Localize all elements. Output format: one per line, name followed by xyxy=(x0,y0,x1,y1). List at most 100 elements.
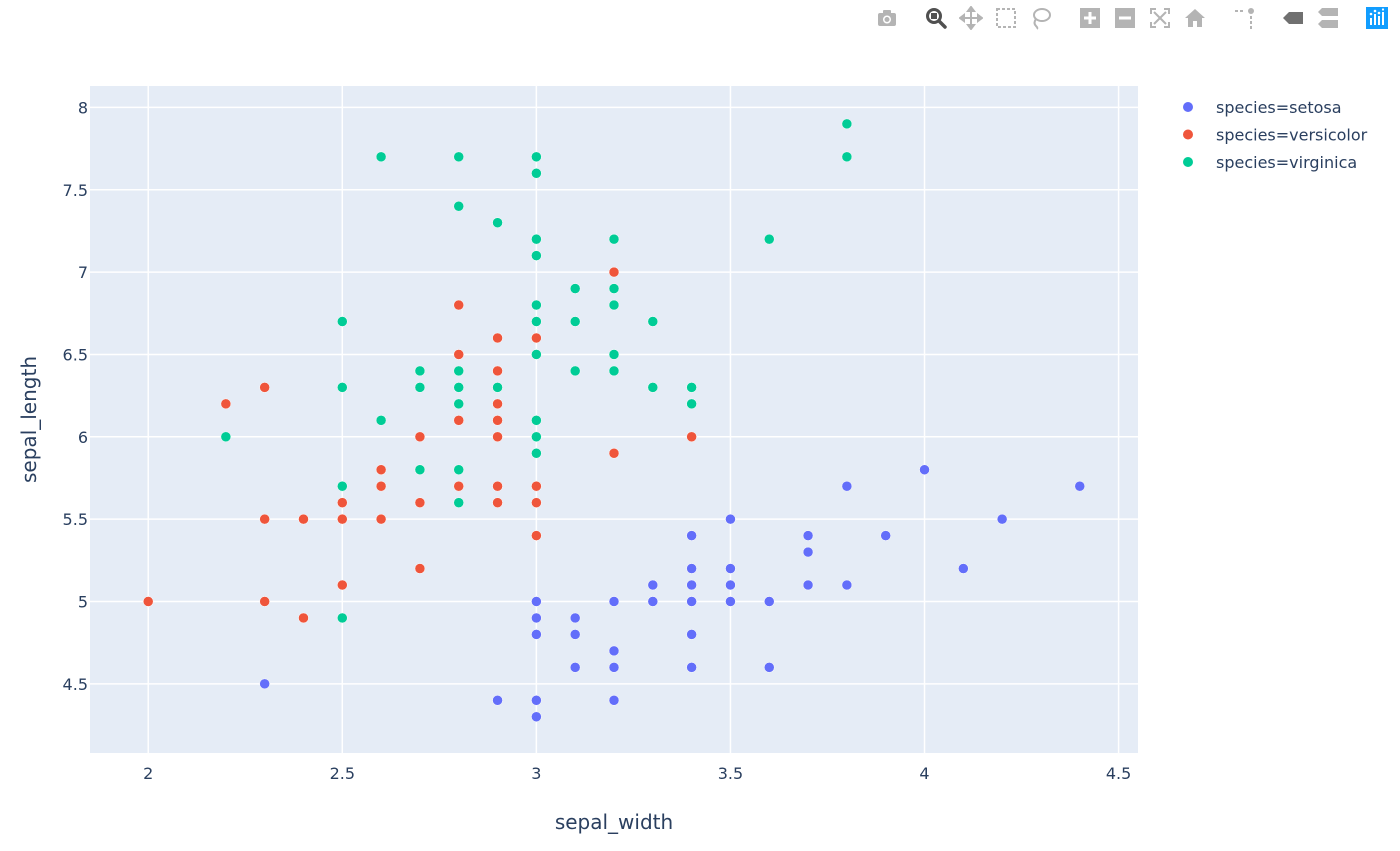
point-virginica[interactable] xyxy=(608,283,620,294)
point-setosa[interactable] xyxy=(531,711,542,723)
point-versicolor[interactable] xyxy=(414,497,426,508)
point-virginica[interactable] xyxy=(414,382,426,393)
legend-item-versicolor[interactable]: species=versicolor xyxy=(1183,126,1368,145)
point-versicolor[interactable] xyxy=(375,464,387,475)
point-setosa[interactable] xyxy=(608,695,620,706)
point-virginica[interactable] xyxy=(531,448,542,459)
point-virginica[interactable] xyxy=(453,382,464,393)
point-setosa[interactable] xyxy=(686,662,697,673)
point-setosa[interactable] xyxy=(531,629,542,640)
point-virginica[interactable] xyxy=(686,398,697,410)
point-virginica[interactable] xyxy=(492,382,503,393)
point-versicolor[interactable] xyxy=(453,349,464,360)
point-setosa[interactable] xyxy=(531,596,542,607)
point-versicolor[interactable] xyxy=(414,563,426,574)
point-virginica[interactable] xyxy=(337,316,348,327)
point-versicolor[interactable] xyxy=(298,612,309,624)
point-virginica[interactable] xyxy=(531,349,542,360)
point-virginica[interactable] xyxy=(453,151,464,163)
point-versicolor[interactable] xyxy=(337,497,348,508)
point-virginica[interactable] xyxy=(375,415,387,426)
point-virginica[interactable] xyxy=(337,612,348,624)
point-virginica[interactable] xyxy=(531,415,542,426)
point-virginica[interactable] xyxy=(531,250,542,261)
point-virginica[interactable] xyxy=(608,365,620,377)
point-setosa[interactable] xyxy=(764,662,775,673)
point-versicolor[interactable] xyxy=(453,415,464,426)
point-setosa[interactable] xyxy=(492,695,503,706)
point-setosa[interactable] xyxy=(802,530,814,541)
point-setosa[interactable] xyxy=(686,563,697,574)
point-versicolor[interactable] xyxy=(608,266,620,278)
reset-axes-icon[interactable] xyxy=(1177,3,1212,33)
point-virginica[interactable] xyxy=(569,283,581,294)
point-versicolor[interactable] xyxy=(259,382,270,393)
point-virginica[interactable] xyxy=(453,398,464,410)
spike-lines-icon[interactable] xyxy=(1226,3,1261,33)
plot-area[interactable] xyxy=(90,86,1138,753)
point-virginica[interactable] xyxy=(220,431,232,443)
point-versicolor[interactable] xyxy=(375,513,387,525)
point-versicolor[interactable] xyxy=(220,398,232,410)
hover-closest-icon[interactable] xyxy=(1275,3,1310,33)
point-versicolor[interactable] xyxy=(375,480,387,492)
point-setosa[interactable] xyxy=(725,513,736,525)
point-versicolor[interactable] xyxy=(259,513,270,525)
point-setosa[interactable] xyxy=(569,629,581,640)
point-virginica[interactable] xyxy=(453,464,464,475)
box-select-icon[interactable] xyxy=(988,3,1023,33)
point-setosa[interactable] xyxy=(841,480,853,492)
point-setosa[interactable] xyxy=(725,596,736,607)
point-versicolor[interactable] xyxy=(259,596,270,607)
point-versicolor[interactable] xyxy=(337,513,348,525)
point-setosa[interactable] xyxy=(686,579,697,591)
point-setosa[interactable] xyxy=(569,662,581,673)
point-virginica[interactable] xyxy=(531,151,542,163)
point-setosa[interactable] xyxy=(919,464,930,475)
point-versicolor[interactable] xyxy=(492,497,503,508)
point-setosa[interactable] xyxy=(259,678,270,690)
point-virginica[interactable] xyxy=(453,200,464,212)
point-setosa[interactable] xyxy=(958,563,969,574)
hover-compare-icon[interactable] xyxy=(1310,3,1345,33)
point-virginica[interactable] xyxy=(453,365,464,377)
point-virginica[interactable] xyxy=(453,497,464,508)
point-versicolor[interactable] xyxy=(686,431,697,443)
autoscale-icon[interactable] xyxy=(1142,3,1177,33)
legend-item-setosa[interactable]: species=setosa xyxy=(1183,98,1342,117)
point-setosa[interactable] xyxy=(996,513,1008,525)
point-virginica[interactable] xyxy=(764,233,775,245)
point-versicolor[interactable] xyxy=(492,365,503,377)
point-setosa[interactable] xyxy=(802,579,814,591)
point-virginica[interactable] xyxy=(337,480,348,492)
point-virginica[interactable] xyxy=(647,382,659,393)
point-versicolor[interactable] xyxy=(531,332,542,344)
point-setosa[interactable] xyxy=(608,645,620,657)
point-virginica[interactable] xyxy=(531,316,542,327)
point-versicolor[interactable] xyxy=(298,513,309,525)
point-versicolor[interactable] xyxy=(608,448,620,459)
legend-item-virginica[interactable]: species=virginica xyxy=(1183,153,1357,172)
lasso-select-icon[interactable] xyxy=(1023,3,1058,33)
point-virginica[interactable] xyxy=(375,151,387,163)
point-setosa[interactable] xyxy=(880,530,891,541)
point-virginica[interactable] xyxy=(531,299,542,311)
point-versicolor[interactable] xyxy=(492,398,503,410)
point-versicolor[interactable] xyxy=(414,431,426,443)
point-versicolor[interactable] xyxy=(453,480,464,492)
camera-icon[interactable] xyxy=(869,3,904,33)
point-virginica[interactable] xyxy=(414,464,426,475)
point-virginica[interactable] xyxy=(414,365,426,377)
point-virginica[interactable] xyxy=(841,118,853,130)
point-virginica[interactable] xyxy=(569,365,581,377)
point-versicolor[interactable] xyxy=(492,332,503,344)
point-versicolor[interactable] xyxy=(531,480,542,492)
point-virginica[interactable] xyxy=(841,151,853,163)
point-versicolor[interactable] xyxy=(453,299,464,311)
point-setosa[interactable] xyxy=(802,546,814,558)
zoom-out-icon[interactable] xyxy=(1107,3,1142,33)
pan-icon[interactable] xyxy=(953,3,988,33)
point-setosa[interactable] xyxy=(531,612,542,624)
point-versicolor[interactable] xyxy=(531,497,542,508)
point-virginica[interactable] xyxy=(686,382,697,393)
